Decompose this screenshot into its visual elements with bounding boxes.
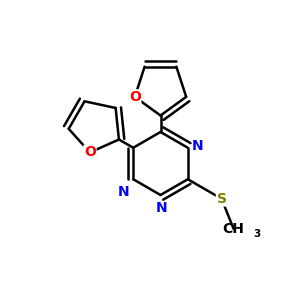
Text: 3: 3 — [253, 229, 260, 239]
Text: N: N — [118, 185, 129, 199]
Text: N: N — [192, 139, 203, 153]
Text: O: O — [84, 146, 96, 159]
Text: N: N — [156, 201, 168, 215]
Text: CH: CH — [223, 222, 244, 236]
Text: O: O — [129, 90, 141, 104]
Text: S: S — [217, 192, 226, 206]
